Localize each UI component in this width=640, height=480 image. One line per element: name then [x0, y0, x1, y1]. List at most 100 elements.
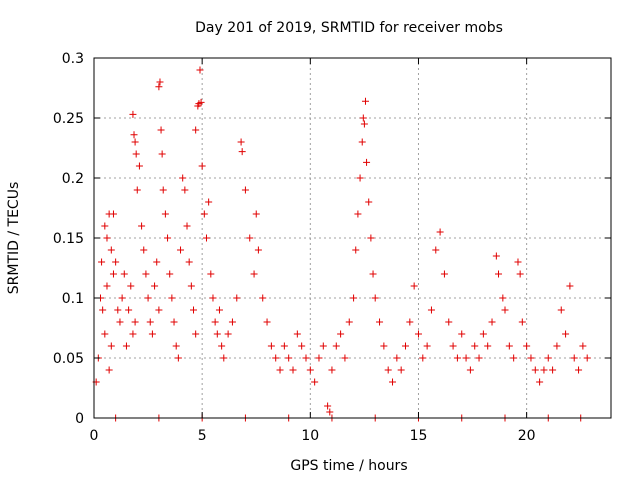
data-point [157, 126, 165, 134]
data-point [332, 342, 340, 350]
data-point [228, 318, 236, 326]
data-point [135, 162, 143, 170]
data-point [358, 138, 366, 146]
data-point [516, 270, 524, 278]
data-point [293, 330, 301, 338]
data-point [544, 354, 552, 362]
data-point [220, 354, 228, 362]
data-point [131, 318, 139, 326]
data-point [510, 354, 518, 362]
data-point [495, 270, 503, 278]
data-point [181, 186, 189, 194]
y-tick-label: 0 [75, 411, 84, 427]
data-point [350, 294, 358, 302]
data-point [365, 198, 373, 206]
x-tick-label: 5 [198, 428, 207, 444]
data-point [107, 342, 115, 350]
data-point [583, 354, 591, 362]
data-point [389, 378, 397, 386]
x-tick-label: 10 [301, 428, 319, 444]
data-point [101, 330, 109, 338]
data-point [237, 138, 245, 146]
data-point [579, 342, 587, 350]
data-point [250, 270, 258, 278]
y-tick-label: 0.1 [62, 291, 84, 307]
data-point [164, 234, 172, 242]
data-point [99, 306, 107, 314]
data-point [252, 210, 260, 218]
data-point [129, 110, 137, 118]
data-point [259, 294, 267, 302]
data-point [207, 270, 215, 278]
data-point [423, 342, 431, 350]
data-point [570, 354, 578, 362]
data-point [144, 294, 152, 302]
data-point [125, 306, 133, 314]
data-point [371, 294, 379, 302]
data-point [376, 318, 384, 326]
data-point [401, 342, 409, 350]
data-point [319, 342, 327, 350]
data-point [174, 354, 182, 362]
data-point [211, 318, 219, 326]
grid [94, 58, 611, 418]
data-point [553, 342, 561, 350]
data-point [190, 306, 198, 314]
data-point [326, 408, 334, 416]
y-tick-label: 0.3 [62, 51, 84, 67]
data-point [233, 294, 241, 302]
data-point [155, 306, 163, 314]
data-point [138, 222, 146, 230]
data-point [397, 366, 405, 374]
data-point [105, 366, 113, 374]
data-point [557, 306, 565, 314]
data-point [198, 162, 206, 170]
data-point [177, 246, 185, 254]
data-point [183, 222, 191, 230]
data-point [306, 366, 314, 374]
data-point [101, 222, 109, 230]
x-tick-label: 15 [410, 428, 428, 444]
data-point [523, 342, 531, 350]
data-point [132, 150, 140, 158]
x-tick-label: 0 [90, 428, 99, 444]
data-point [531, 366, 539, 374]
data-point [103, 234, 111, 242]
data-point [352, 246, 360, 254]
data-point [505, 342, 513, 350]
data-point [479, 330, 487, 338]
x-tick-label: 20 [518, 428, 536, 444]
y-axis-label: SRMTID / TECUs [6, 182, 22, 295]
data-point [419, 354, 427, 362]
data-point [213, 330, 221, 338]
data-point [179, 174, 187, 182]
data-point [359, 114, 367, 122]
data-point [168, 294, 176, 302]
data-point [215, 306, 223, 314]
data-point [384, 366, 392, 374]
data-point [241, 186, 249, 194]
data-point [440, 270, 448, 278]
data-point [158, 150, 166, 158]
y-tick-label: 0.05 [53, 351, 84, 367]
data-point [354, 210, 362, 218]
data-point [272, 354, 280, 362]
data-point [499, 294, 507, 302]
data-point [170, 318, 178, 326]
data-point [453, 354, 461, 362]
data-point [414, 330, 422, 338]
data-point [536, 378, 544, 386]
data-point [462, 354, 470, 362]
data-point [488, 318, 496, 326]
data-point [458, 330, 466, 338]
data-point [155, 83, 163, 91]
data-point [200, 210, 208, 218]
data-point [238, 148, 246, 156]
data-point [315, 354, 323, 362]
data-point [129, 330, 137, 338]
data-point [98, 258, 106, 266]
data-point [153, 258, 161, 266]
data-point [187, 282, 195, 290]
data-point [484, 342, 492, 350]
